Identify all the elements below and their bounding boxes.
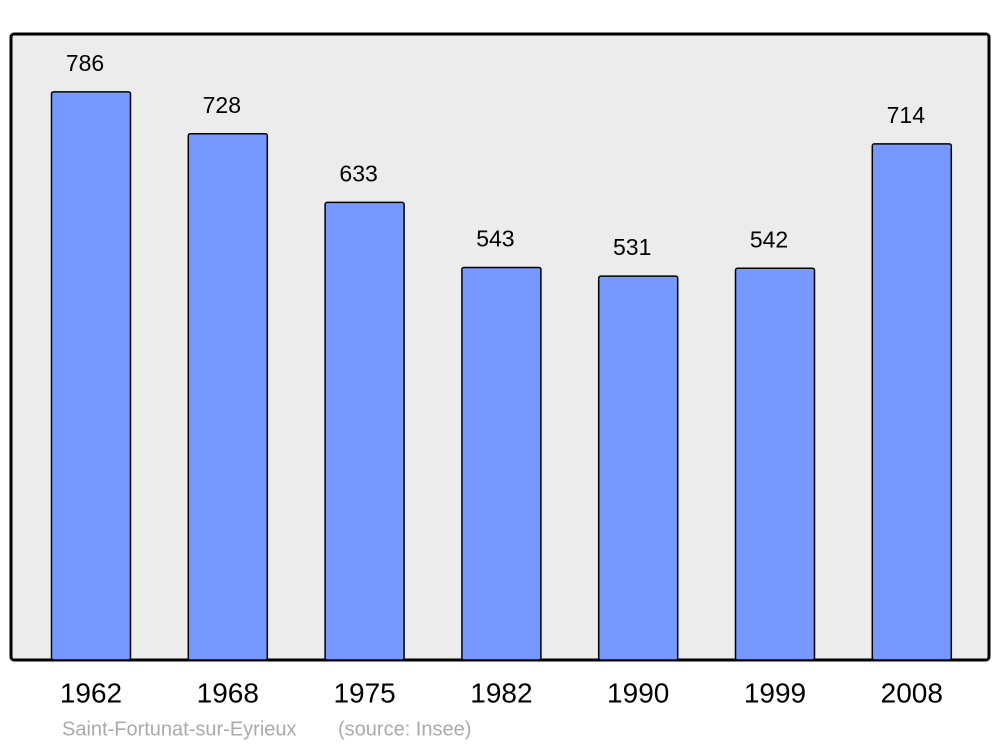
- bar: [461, 266, 542, 661]
- value-label: 531: [613, 234, 651, 260]
- x-tick-label: 1968: [197, 677, 259, 708]
- bar: [871, 143, 953, 661]
- bar: [597, 275, 679, 661]
- x-tick-label: 1975: [333, 677, 395, 708]
- value-label: 633: [339, 161, 377, 187]
- value-label: 728: [203, 92, 241, 118]
- chart-title: Saint-Fortunat-sur-Eyrieux: [62, 718, 297, 740]
- x-tick-label: 1962: [60, 677, 122, 708]
- value-label: 543: [476, 226, 514, 252]
- source-note: (source: Insee): [338, 718, 471, 740]
- value-label: 786: [66, 50, 104, 76]
- x-tick-label: 1982: [470, 677, 532, 708]
- bar: [734, 267, 816, 661]
- bar: [187, 133, 269, 661]
- x-tick-label: 1999: [744, 677, 806, 708]
- x-tick-label: 2008: [881, 677, 943, 708]
- bar: [324, 201, 405, 661]
- value-label: 542: [750, 226, 788, 252]
- bar: [50, 91, 132, 661]
- value-label: 714: [887, 102, 926, 128]
- x-tick-label: 1990: [607, 677, 669, 708]
